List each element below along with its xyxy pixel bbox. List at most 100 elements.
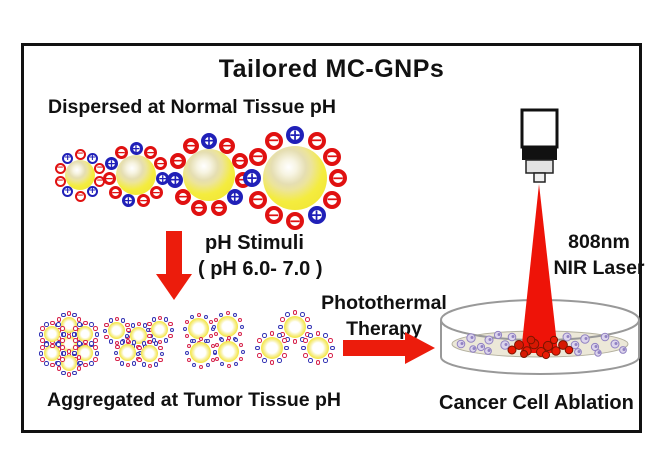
- plus-charge-dot: [141, 341, 147, 346]
- minus-charge-dot: [76, 366, 82, 372]
- aggregated-nanoparticle: [145, 315, 176, 346]
- ablated-cell: [551, 346, 561, 356]
- cell-nucleus: [460, 342, 464, 345]
- minus-charge-dot: [76, 354, 82, 360]
- minus-charge-icon: −: [182, 138, 199, 155]
- plus-charge-dot: [232, 312, 238, 318]
- plus-charge-dot: [131, 361, 137, 366]
- gold-core-small: [60, 354, 77, 371]
- plus-charge-dot: [163, 317, 169, 322]
- ablated-cell: [514, 340, 524, 350]
- plus-charge-icon: +: [62, 152, 74, 164]
- minus-charge-icon: −: [149, 186, 163, 200]
- minus-charge-dot: [257, 338, 262, 344]
- gold-core-small: [77, 326, 94, 343]
- aggregated-nanoparticle: [212, 335, 247, 370]
- photothermal-label-block: Photothermal Therapy: [315, 290, 453, 342]
- minus-charge-dot: [257, 352, 262, 358]
- plus-charge-icon: +: [62, 186, 74, 198]
- plus-charge-dot: [285, 312, 291, 317]
- aggregated-nanoparticle: [184, 336, 219, 371]
- minus-charge-icon: −: [54, 163, 66, 174]
- minus-charge-dot: [93, 326, 98, 332]
- ph-stimuli-label: pH Stimuli: [205, 232, 304, 254]
- minus-charge-icon: −: [231, 152, 248, 169]
- minus-charge-icon: −: [175, 189, 192, 206]
- photothermal-label-line2: Therapy: [346, 318, 422, 340]
- plus-charge-dot: [131, 340, 137, 345]
- cell-nucleus: [480, 345, 484, 348]
- cell-nucleus: [488, 338, 492, 341]
- minus-charge-dot: [93, 345, 98, 351]
- minus-charge-dot: [147, 339, 153, 345]
- minus-charge-dot: [186, 357, 192, 363]
- plus-charge-dot: [330, 345, 335, 351]
- aggregated-nanoparticle: [300, 330, 336, 366]
- minus-charge-icon: −: [54, 175, 66, 187]
- gold-core: [263, 146, 327, 210]
- minus-charge-icon: −: [264, 131, 283, 150]
- laser-barrel: [520, 108, 559, 149]
- gold-core-small: [77, 345, 94, 362]
- laser-nozzle: [533, 172, 546, 183]
- gold-core-small: [141, 345, 159, 363]
- plus-charge-dot: [151, 317, 157, 322]
- cell-nucleus: [470, 336, 474, 339]
- plus-charge-dot: [219, 361, 225, 367]
- plus-charge-dot: [159, 351, 165, 357]
- gold-core-small: [108, 322, 126, 340]
- minus-charge-dot: [104, 334, 109, 340]
- minus-charge-dot: [73, 345, 78, 351]
- minus-charge-dot: [208, 333, 214, 339]
- plus-charge-dot: [44, 322, 50, 327]
- minus-charge-dot: [66, 349, 72, 354]
- minus-charge-dot: [125, 362, 131, 368]
- plus-charge-dot: [191, 338, 197, 344]
- plus-charge-dot: [88, 341, 94, 346]
- plus-charge-dot: [44, 361, 50, 366]
- minus-charge-dot: [60, 356, 65, 362]
- minus-charge-icon: −: [219, 138, 236, 155]
- gold-core-small: [190, 342, 212, 364]
- minus-charge-icon: −: [109, 186, 123, 200]
- minus-charge-icon: −: [137, 194, 151, 208]
- minus-charge-icon: −: [191, 199, 208, 216]
- plus-charge-dot: [299, 312, 305, 317]
- gold-core-small: [151, 321, 169, 339]
- plus-charge-dot: [108, 318, 114, 323]
- plus-charge-dot: [55, 342, 61, 347]
- plus-charge-dot: [205, 338, 211, 344]
- minus-charge-dot: [303, 338, 308, 344]
- dish-wall: [440, 320, 640, 375]
- gold-nanoparticle: +−−−+−−−+−−: [165, 131, 253, 219]
- plus-charge-dot: [308, 358, 314, 363]
- plus-charge-dot: [88, 322, 94, 327]
- minus-charge-dot: [213, 331, 219, 337]
- minus-charge-dot: [184, 333, 190, 339]
- plus-charge-icon: +: [129, 141, 143, 155]
- ablated-cell: [549, 335, 559, 345]
- plus-charge-dot: [278, 324, 283, 330]
- plus-charge-dot: [255, 345, 260, 351]
- laser-wavelength-label: 808nm: [568, 231, 630, 253]
- cell-nucleus: [622, 348, 626, 351]
- minus-charge-icon: −: [114, 145, 128, 159]
- plus-charge-dot: [301, 345, 306, 351]
- minus-charge-dot: [40, 337, 45, 343]
- cell-nucleus: [584, 337, 588, 340]
- gold-core-small: [283, 315, 306, 338]
- minus-charge-dot: [147, 321, 152, 327]
- plus-charge-dot: [130, 323, 136, 328]
- plus-charge-dot: [94, 332, 100, 337]
- cells-layer: [456, 330, 627, 357]
- minus-charge-dot: [73, 326, 78, 332]
- plus-charge-dot: [307, 324, 312, 330]
- aggregated-label: Aggregated at Tumor Tissue pH: [47, 389, 341, 411]
- gold-core-small: [260, 336, 283, 359]
- minus-charge-dot: [214, 356, 220, 362]
- minus-charge-dot: [114, 316, 120, 322]
- plus-charge-dot: [119, 361, 125, 366]
- ablated-cell: [564, 345, 574, 355]
- minus-charge-dot: [303, 352, 308, 358]
- minus-charge-icon: −: [74, 190, 86, 202]
